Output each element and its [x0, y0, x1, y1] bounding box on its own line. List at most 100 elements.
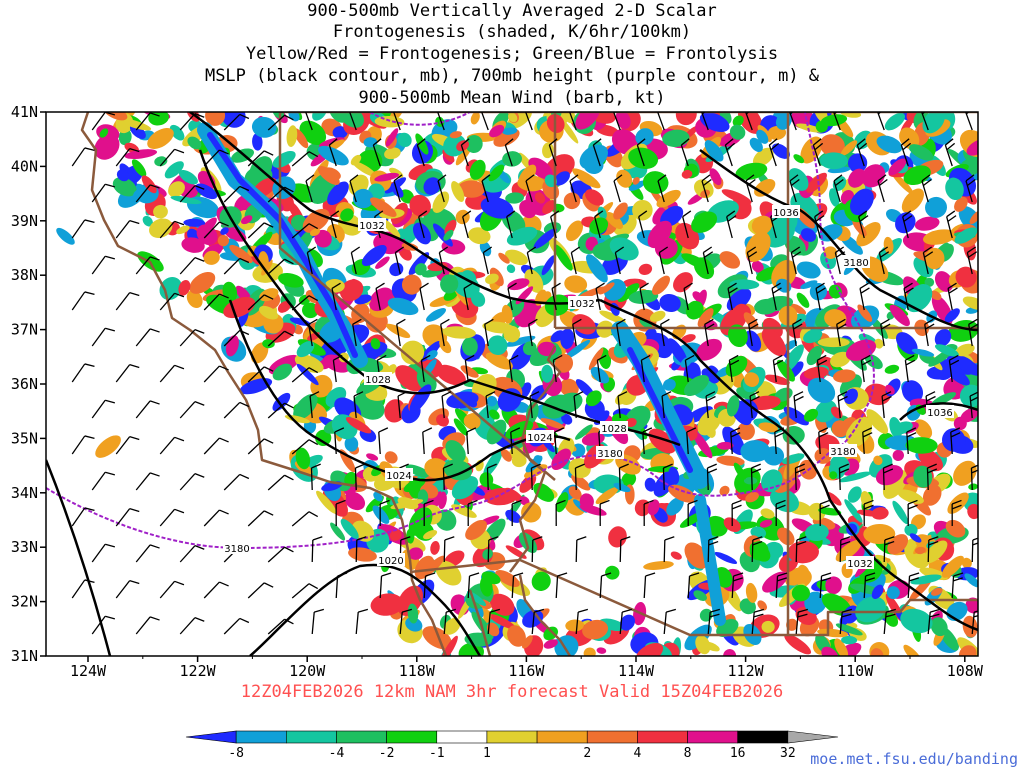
wind-barb — [354, 463, 365, 491]
wind-barb — [291, 223, 319, 239]
wind-barb — [751, 608, 765, 635]
wind-barb — [291, 511, 319, 527]
shade-cell — [891, 171, 914, 195]
shade-cell — [505, 509, 522, 523]
shade-cell — [375, 256, 390, 269]
shade-cell — [579, 144, 609, 170]
shade-streak — [627, 347, 693, 473]
shade-cell — [911, 348, 935, 357]
shade-cell — [508, 112, 518, 123]
shade-cell — [884, 112, 906, 131]
shade-cell — [745, 582, 758, 603]
wind-barb — [304, 112, 313, 131]
wind-barb — [575, 536, 587, 563]
shade-cell — [621, 472, 637, 487]
shade-cell — [914, 546, 926, 555]
shade-cell — [632, 199, 653, 221]
wind-barb — [440, 318, 450, 347]
shade-cell — [461, 270, 477, 285]
shade-cell — [487, 335, 508, 356]
wind-barb — [745, 174, 756, 203]
shade-cell — [397, 132, 412, 148]
wind-barb — [947, 282, 958, 311]
wind-barb — [159, 508, 185, 527]
shade-cell — [651, 275, 671, 295]
mslp-contour-1032-north — [189, 112, 601, 305]
colorbar-label: 4 — [633, 746, 641, 761]
wind-barb — [71, 363, 95, 383]
wind-barb — [701, 174, 712, 203]
wind-barb — [636, 138, 646, 167]
shade-cell — [705, 425, 716, 438]
shade-cell — [544, 294, 570, 316]
shade-cell — [424, 458, 449, 479]
wind-barb — [816, 354, 828, 383]
shade-cell — [489, 409, 500, 420]
shade-cell — [905, 437, 938, 454]
shade-cell — [681, 169, 693, 179]
shade-cell — [543, 626, 559, 641]
wind-barb — [731, 572, 744, 599]
shade-cell — [332, 126, 348, 139]
shade-cell — [743, 312, 759, 330]
wind-barb — [179, 473, 205, 491]
shade-cell — [534, 192, 546, 204]
wind-barb — [159, 364, 185, 383]
shade-cell — [803, 329, 823, 344]
shade-cell — [729, 279, 760, 290]
shade-cell — [762, 571, 788, 593]
shade-cell — [458, 642, 484, 656]
shade-cell — [924, 540, 948, 564]
wind-barb — [833, 174, 844, 203]
wind-barb — [552, 354, 563, 383]
wind-barb — [794, 463, 806, 491]
shade-cell — [369, 287, 394, 312]
wind-barb — [91, 399, 116, 419]
credit-link[interactable]: moe.met.fsu.edu/banding — [810, 750, 1018, 768]
shade-cell — [99, 128, 109, 138]
wind-barb — [420, 354, 431, 383]
shade-cell — [564, 275, 588, 293]
shade-cell — [885, 384, 895, 395]
shade-cell — [814, 448, 832, 464]
wind-barb — [353, 391, 364, 419]
shade-cell — [169, 124, 185, 141]
wind-barb — [179, 329, 205, 347]
shade-cell — [826, 491, 842, 506]
wind-barb — [467, 499, 478, 527]
wind-barb — [379, 499, 390, 527]
wind-barb — [115, 507, 140, 527]
shade-cell — [821, 593, 852, 617]
wind-barb — [442, 463, 453, 491]
wind-barb — [247, 222, 274, 239]
shade-cell — [807, 377, 836, 404]
wind-barb — [135, 184, 160, 203]
shade-cell — [666, 497, 684, 516]
shade-cell — [250, 342, 269, 364]
shade-cell — [659, 293, 681, 313]
shade-cell — [861, 164, 886, 188]
shade-cell — [443, 229, 454, 241]
shade-cell — [147, 128, 174, 149]
wind-barb — [595, 282, 605, 311]
wind-barb — [790, 246, 802, 275]
lon-label: 108W — [947, 662, 984, 680]
shade-cell — [430, 540, 440, 555]
shade-cell — [506, 264, 516, 274]
shade-cell — [649, 310, 666, 322]
shade-cell — [443, 617, 461, 635]
colorbar-swatch — [235, 730, 287, 744]
wind-barb — [379, 572, 392, 599]
wind-barb — [305, 174, 315, 203]
shade-cell — [518, 164, 537, 187]
shade-cell — [585, 189, 604, 206]
wind-barb — [484, 318, 494, 347]
shade-cell — [542, 199, 557, 215]
shade-cell — [638, 263, 653, 276]
wind-barb — [642, 427, 653, 455]
shade-cell — [370, 197, 397, 217]
wind-barb — [291, 439, 319, 455]
svg-text:1028: 1028 — [365, 375, 390, 386]
shade-cell — [262, 339, 275, 349]
shade-cell — [845, 424, 862, 445]
